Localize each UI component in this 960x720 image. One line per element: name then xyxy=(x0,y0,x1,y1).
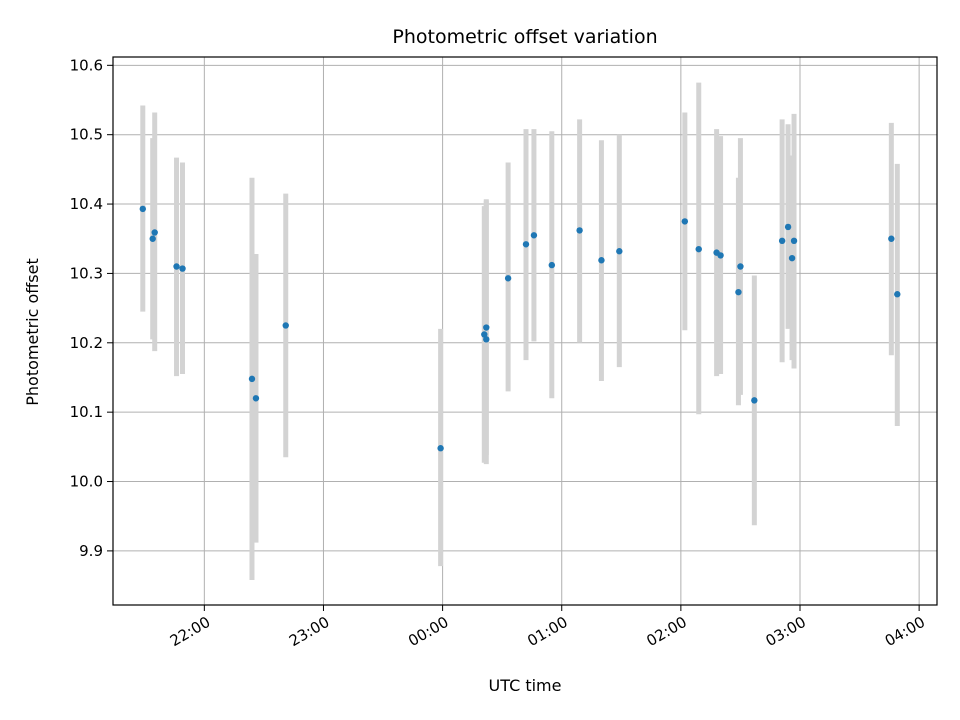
data-point xyxy=(778,237,786,245)
y-tick-label: 10.2 xyxy=(70,334,103,352)
data-point xyxy=(751,397,758,404)
axes-frame xyxy=(112,56,938,606)
y-tick-label: 10.1 xyxy=(70,403,103,421)
data-point xyxy=(530,232,538,239)
data-point xyxy=(282,322,289,329)
data-point xyxy=(483,336,490,343)
data-point xyxy=(717,252,724,259)
data-point xyxy=(784,223,792,231)
data-point xyxy=(894,291,901,298)
data-point xyxy=(139,205,146,213)
data-point xyxy=(481,331,488,338)
data-point xyxy=(149,235,156,242)
data-point xyxy=(179,265,186,272)
data-point xyxy=(737,263,744,270)
data-point xyxy=(248,375,256,383)
data-point xyxy=(695,245,702,253)
data-point xyxy=(173,263,180,270)
y-tick-label: 10.5 xyxy=(70,126,103,144)
x-axis-label: UTC time xyxy=(489,676,562,695)
data-points xyxy=(139,205,901,452)
data-point xyxy=(437,445,444,452)
data-point xyxy=(616,248,623,255)
data-point xyxy=(681,218,689,225)
data-point xyxy=(548,261,556,269)
data-point xyxy=(735,288,742,296)
data-point xyxy=(522,241,530,248)
data-point xyxy=(788,254,796,262)
data-point xyxy=(252,395,260,402)
data-point xyxy=(888,235,895,242)
y-tick-label: 10.6 xyxy=(70,56,103,74)
y-tick-label: 10.0 xyxy=(70,473,103,491)
data-point xyxy=(598,257,605,264)
y-tick-label: 10.3 xyxy=(70,264,103,282)
data-point xyxy=(151,229,158,236)
data-point xyxy=(790,237,798,245)
data-point xyxy=(576,227,583,234)
chart-title: Photometric offset variation xyxy=(392,26,657,48)
y-tick-label: 9.9 xyxy=(79,542,103,560)
y-axis-label: Photometric offset xyxy=(23,258,42,406)
data-point xyxy=(504,275,512,282)
y-tick-label: 10.4 xyxy=(70,195,103,213)
data-point xyxy=(483,324,490,331)
